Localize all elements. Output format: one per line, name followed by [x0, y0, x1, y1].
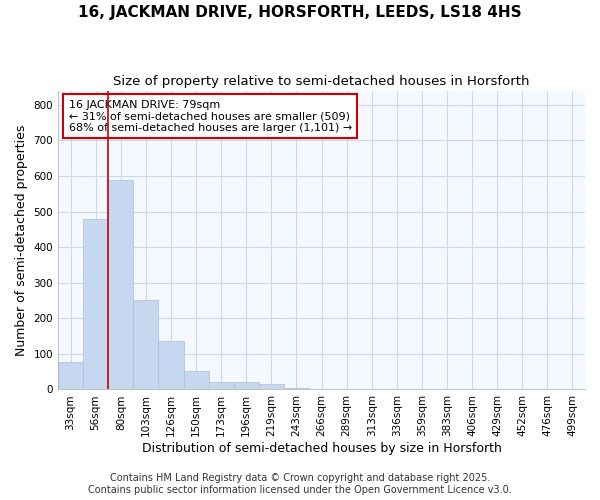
- Bar: [83, 218, 108, 390]
- Bar: [158, 342, 184, 390]
- Text: 16, JACKMAN DRIVE, HORSFORTH, LEEDS, LS18 4HS: 16, JACKMAN DRIVE, HORSFORTH, LEEDS, LS1…: [78, 5, 522, 20]
- Bar: [133, 300, 158, 390]
- Bar: [233, 382, 259, 390]
- Bar: [334, 388, 359, 390]
- Y-axis label: Number of semi-detached properties: Number of semi-detached properties: [15, 124, 28, 356]
- Title: Size of property relative to semi-detached houses in Horsforth: Size of property relative to semi-detach…: [113, 75, 530, 88]
- Text: Contains HM Land Registry data © Crown copyright and database right 2025.
Contai: Contains HM Land Registry data © Crown c…: [88, 474, 512, 495]
- Bar: [108, 180, 133, 390]
- Bar: [359, 388, 384, 390]
- Text: 16 JACKMAN DRIVE: 79sqm
← 31% of semi-detached houses are smaller (509)
68% of s: 16 JACKMAN DRIVE: 79sqm ← 31% of semi-de…: [68, 100, 352, 132]
- Bar: [309, 388, 334, 390]
- Bar: [284, 388, 309, 390]
- Bar: [58, 362, 83, 390]
- Bar: [259, 384, 284, 390]
- Bar: [184, 370, 209, 390]
- Bar: [209, 382, 233, 390]
- X-axis label: Distribution of semi-detached houses by size in Horsforth: Distribution of semi-detached houses by …: [142, 442, 502, 455]
